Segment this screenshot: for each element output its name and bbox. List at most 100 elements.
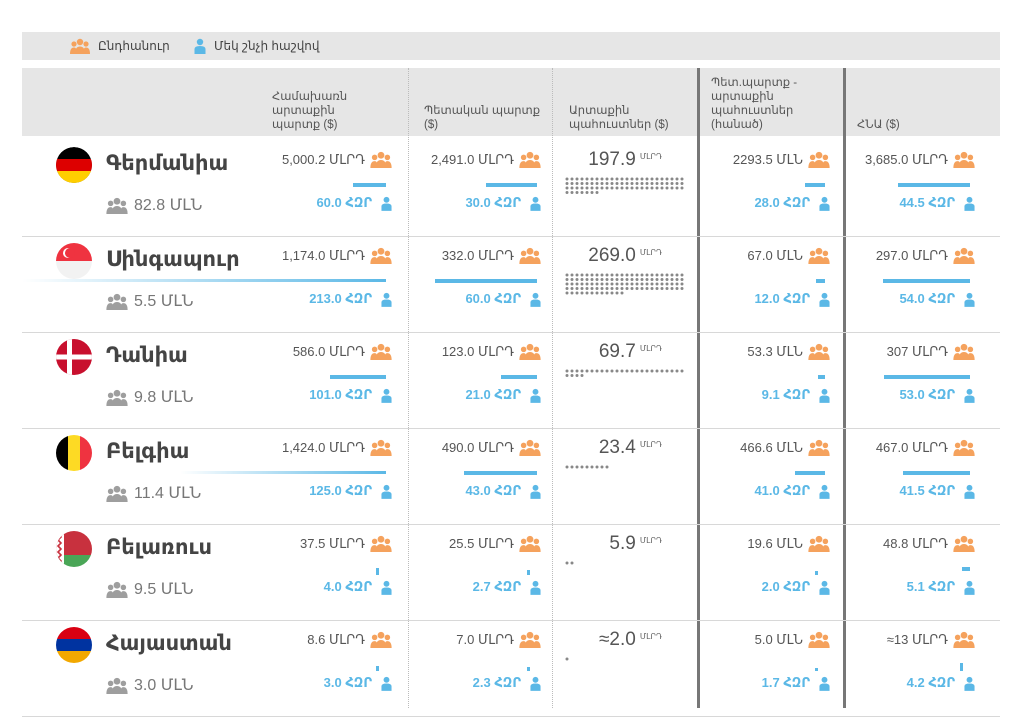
- total-value: ≈13 ՄԼՐԴ: [886, 631, 948, 647]
- reserve-dot: [630, 177, 634, 181]
- reserve-dot: [605, 182, 609, 185]
- reserves-unit: ՄԼՐԴ: [639, 152, 662, 161]
- per-capita-value: 125.0 ՀԶՐ: [309, 483, 372, 498]
- column-divider-strong: [697, 68, 700, 708]
- per-capita-value: 101.0 ՀԶՐ: [309, 387, 372, 402]
- reserve-dot: [645, 287, 649, 290]
- table-header: Համախառն արտաքին պարտք ($) Պետական պարտք…: [22, 68, 1000, 136]
- legend-total-label: Ընդհանուր: [98, 39, 170, 53]
- reserve-dot: [680, 186, 684, 190]
- reserves-unit: ՄԼՐԴ: [639, 248, 662, 257]
- reserve-dot: [680, 282, 684, 286]
- reserve-dot: [600, 278, 604, 281]
- row-divider: [22, 620, 1000, 621]
- reserve-dot: [610, 186, 614, 190]
- reserve-dot: [580, 287, 584, 290]
- reserve-dot: [615, 278, 619, 281]
- reserves-value: ≈2.0 ՄԼՐԴ: [560, 629, 662, 651]
- net-per-capita: 12.0 ՀԶՐ: [680, 291, 830, 307]
- reserve-dot: [590, 287, 594, 290]
- gdp-per-capita: 5.1 ՀԶՐ: [825, 579, 975, 595]
- legend-per-capita-label: Մեկ շնչի հաշվով: [214, 39, 320, 53]
- reserve-dot: [625, 273, 629, 277]
- person-icon: [381, 484, 392, 499]
- reserve-dot: [650, 273, 654, 277]
- reserve-dot: [565, 182, 569, 185]
- group-icon: [808, 343, 830, 360]
- per-capita-bar: [818, 375, 825, 379]
- per-capita-bar: [527, 570, 530, 575]
- net-total: 53.3 ՄԼՆ: [680, 343, 830, 360]
- reserve-dot: [620, 287, 624, 290]
- reserve-dot: [590, 369, 594, 373]
- person-icon: [530, 484, 541, 499]
- reserve-dot: [620, 182, 624, 185]
- reserve-dot: [615, 287, 619, 290]
- reserve-dot: [660, 369, 664, 373]
- total-value: 3,685.0 ՄԼՐԴ: [864, 151, 948, 167]
- total-value: 332.0 ՄԼՐԴ: [441, 247, 514, 263]
- reserve-dot: [595, 273, 599, 277]
- gross_debt-total: 586.0 ՄԼՐԴ: [242, 343, 392, 360]
- reserve-dot: [675, 369, 679, 373]
- row-divider: [22, 236, 1000, 237]
- reserve-dot: [655, 177, 659, 181]
- reserve-dot: [605, 369, 609, 373]
- total-value: 466.6 ՄԼՆ: [740, 439, 803, 455]
- reserve-dot: [585, 191, 589, 194]
- population: 9.5 ՄԼՆ: [106, 579, 194, 599]
- reserve-dot: [610, 291, 614, 295]
- reserve-dot: [570, 177, 574, 181]
- reserve-dot: [640, 278, 644, 281]
- total-value: 8.6 ՄԼՐԴ: [307, 631, 365, 647]
- person-icon: [381, 292, 392, 307]
- col-head-gross-debt: Համախառն արտաքին պարտք ($): [272, 91, 348, 131]
- person-icon: [530, 196, 541, 211]
- gdp-per-capita: 44.5 ՀԶՐ: [825, 195, 975, 211]
- net-total: 5.0 ՄԼՆ: [680, 631, 830, 648]
- reserve-dot: [565, 191, 569, 194]
- per-capita-bar: [376, 665, 379, 671]
- reserve-dot: [575, 273, 579, 277]
- group-icon: [70, 38, 90, 54]
- total-value: 2293.5 ՄԼՆ: [732, 151, 803, 167]
- per-capita-value: 2.0 ՀԶՐ: [761, 579, 810, 594]
- gross_debt-total: 37.5 ՄԼՐԴ: [242, 535, 392, 552]
- reserve-dot: [635, 186, 639, 190]
- person-icon: [381, 388, 392, 403]
- row-divider: [22, 332, 1000, 333]
- reserves-unit: ՄԼՐԴ: [639, 536, 662, 545]
- gdp-per-capita: 41.5 ՀԶՐ: [825, 483, 975, 499]
- gross_debt-per-capita: 60.0 ՀԶՐ: [242, 195, 392, 211]
- singapore-flag: [56, 243, 92, 279]
- reserve-dot: [585, 182, 589, 185]
- reserve-dot: [605, 291, 609, 295]
- group-icon: [106, 485, 128, 502]
- per-capita-value: 30.0 ՀԶՐ: [465, 195, 521, 210]
- reserves-value: 23.4 ՄԼՐԴ: [560, 437, 662, 459]
- group-icon: [519, 439, 541, 456]
- gross_debt-per-capita: 125.0 ՀԶՐ: [242, 483, 392, 499]
- per-capita-bar: [897, 183, 970, 187]
- per-capita-bar: [795, 471, 825, 475]
- table-row: Հայաստան 3.0 ՄԼՆ 8.6 ՄԼՐԴ 3.0 ՀԶՐ 7.0 ՄԼՐԴ 2.…: [0, 621, 1017, 717]
- reserve-dot: [630, 273, 634, 277]
- reserve-dot: [645, 282, 649, 286]
- net-total: 466.6 ՄԼՆ: [680, 439, 830, 456]
- person-icon: [530, 388, 541, 403]
- reserve-dot: [575, 291, 579, 295]
- table-row: Բելառուս 9.5 ՄԼՆ 37.5 ՄԼՐԴ 4.0 ՀԶՐ 25.5 ՄԼՐԴ…: [0, 525, 1017, 621]
- reserve-dot: [660, 287, 664, 290]
- reserve-dot: [570, 282, 574, 286]
- reserve-dot: [600, 465, 604, 469]
- population: 9.8 ՄԼՆ: [106, 387, 194, 407]
- reserve-dot: [665, 278, 669, 281]
- reserve-dot: [665, 177, 669, 181]
- reserve-dot: [585, 177, 589, 181]
- reserve-dot: [580, 465, 584, 469]
- reserve-dot: [650, 182, 654, 185]
- reserve-dot: [585, 282, 589, 286]
- total-value: 37.5 ՄԼՐԴ: [300, 535, 365, 551]
- per-capita-value: 2.7 ՀԶՐ: [472, 579, 521, 594]
- reserve-dot: [640, 282, 644, 286]
